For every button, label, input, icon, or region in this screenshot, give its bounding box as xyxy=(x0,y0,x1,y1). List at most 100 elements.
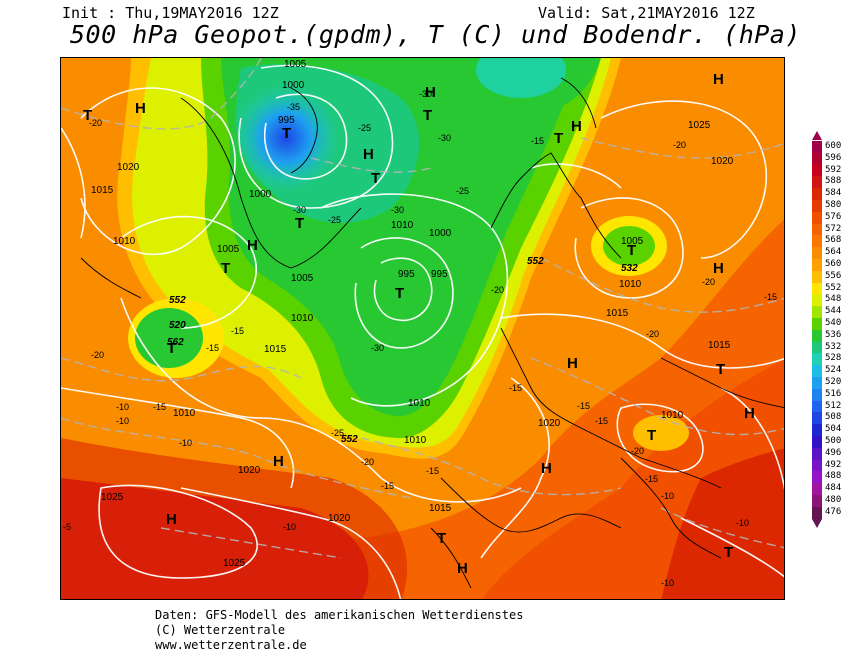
weather-map: 1005 995 1000 1010 1015 1020 1025 1000 1… xyxy=(60,57,785,600)
temperature-label: -15 xyxy=(153,402,166,412)
temperature-label: -10 xyxy=(736,518,749,528)
legend-swatch xyxy=(812,377,822,390)
valid-time: Valid: Sat,21MAY2016 12Z xyxy=(538,4,755,22)
legend-swatch xyxy=(812,200,822,213)
footer-url[interactable]: www.wetterzentrale.de xyxy=(155,638,307,652)
temperature-label: -15 xyxy=(577,401,590,411)
legend-swatch xyxy=(812,471,822,484)
low-marker: T xyxy=(167,340,176,357)
legend-top-arrow xyxy=(812,131,822,140)
legend-label: 496 xyxy=(825,447,842,458)
high-marker: H xyxy=(744,405,755,422)
temperature-label: -25 xyxy=(331,428,344,438)
high-marker: H xyxy=(425,84,436,101)
field-turkey-low xyxy=(633,415,689,451)
legend-label: 492 xyxy=(825,459,842,470)
legend-swatch xyxy=(812,436,822,449)
legend-swatch xyxy=(812,353,822,366)
pressure-label: 1010 xyxy=(408,398,431,409)
temperature-label: -30 xyxy=(438,133,451,143)
low-marker: T xyxy=(371,170,380,187)
legend-label: 508 xyxy=(825,412,842,423)
high-marker: H xyxy=(135,100,146,117)
coastlines xyxy=(80,77,784,589)
temperature-label: -10 xyxy=(116,416,129,426)
temperature-label: -15 xyxy=(531,136,544,146)
pressure-label: 1015 xyxy=(708,340,731,351)
temperature-label: -15 xyxy=(426,466,439,476)
pressure-label: 995 xyxy=(431,269,448,280)
legend-swatch xyxy=(812,459,822,472)
pressure-label: 1020 xyxy=(238,465,261,476)
temperature-label: -15 xyxy=(764,292,777,302)
low-marker: T xyxy=(395,285,404,302)
temperature-label: -30 xyxy=(371,343,384,353)
temperature-label: -20 xyxy=(89,118,102,128)
temperature-label: -15 xyxy=(231,326,244,336)
legend-swatch xyxy=(812,247,822,260)
legend-label: 596 xyxy=(825,152,842,163)
legend-swatch xyxy=(812,294,822,307)
pressure-label: 1010 xyxy=(404,435,427,446)
temperature-label: -20 xyxy=(702,277,715,287)
legend-label: 476 xyxy=(825,506,842,517)
legend-label: 520 xyxy=(825,377,842,387)
pressure-label: 1015 xyxy=(606,308,629,319)
field-red-se xyxy=(661,448,784,599)
geopotential-label: 562 xyxy=(167,337,184,348)
temperature-label: -25 xyxy=(456,186,469,196)
pressure-label: 1025 xyxy=(688,120,711,131)
temperature-label: -25 xyxy=(328,215,341,225)
temperature-label: -15 xyxy=(206,343,219,353)
legend-swatch xyxy=(812,211,822,225)
pressure-label: 1015 xyxy=(91,185,114,196)
high-marker: H xyxy=(571,118,582,135)
pressure-label: 1025 xyxy=(223,558,246,569)
legend-swatch xyxy=(812,270,822,284)
isobars xyxy=(61,64,784,599)
high-marker: H xyxy=(541,460,552,477)
legend-swatch xyxy=(812,506,822,520)
temperature-label: -20 xyxy=(491,285,504,295)
pressure-label: 1020 xyxy=(711,156,734,167)
pressure-label: 1000 xyxy=(429,228,452,239)
temperature-label: -15 xyxy=(595,416,608,426)
geopotential-label-group: 552 552 552 532 562 520 xyxy=(167,256,638,445)
low-marker: T xyxy=(221,260,230,277)
pressure-label: 1015 xyxy=(429,503,452,514)
low-marker: T xyxy=(83,107,92,124)
low-marker: T xyxy=(724,544,733,561)
pressure-label: 1005 xyxy=(621,236,644,247)
field-ne-low-core xyxy=(476,58,566,98)
high-marker: H xyxy=(713,71,724,88)
legend-label: 584 xyxy=(825,188,842,199)
high-marker: H xyxy=(247,237,258,254)
pressure-label: 995 xyxy=(278,115,295,126)
temperature-label: -20 xyxy=(91,350,104,360)
low-marker: T xyxy=(423,107,432,124)
legend-label: 516 xyxy=(825,388,842,399)
pressure-label: 1020 xyxy=(117,162,140,173)
init-time: Init : Thu,19MAY2016 12Z xyxy=(62,4,279,22)
pressure-label: 1010 xyxy=(173,408,196,419)
map-title: 500 hPa Geopot.(gpdm), T (C) und Bodendr… xyxy=(70,20,801,49)
legend-swatch xyxy=(812,424,822,437)
legend-label: 488 xyxy=(825,471,842,482)
footer-copyright: (C) Wetterzentrale xyxy=(155,623,286,637)
temperature-label: -10 xyxy=(661,578,674,588)
geopotential-label: 552 xyxy=(527,256,544,267)
legend-label: 500 xyxy=(825,436,842,446)
pressure-label: 1005 xyxy=(217,244,240,255)
legend-label: 540 xyxy=(825,318,842,328)
legend-label: 548 xyxy=(825,294,842,305)
legend-label: 560 xyxy=(825,259,842,269)
temperature-label: -5 xyxy=(63,522,71,532)
pressure-label: 1010 xyxy=(291,313,314,324)
pressure-label: 1005 xyxy=(284,59,307,70)
temperature-label: -10 xyxy=(661,491,674,501)
pressure-label: 995 xyxy=(398,269,415,280)
legend-swatch xyxy=(812,318,822,331)
low-marker: T xyxy=(437,530,446,547)
low-marker: T xyxy=(716,361,725,378)
legend-label: 588 xyxy=(825,176,842,187)
